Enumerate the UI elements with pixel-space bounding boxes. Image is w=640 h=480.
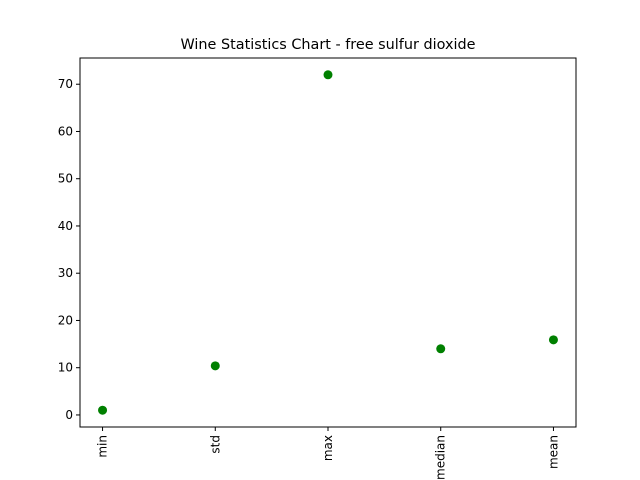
y-tick-label: 10	[58, 361, 73, 375]
x-tick-label-std: std	[208, 435, 222, 454]
y-tick-label: 30	[58, 266, 73, 280]
y-tick-label: 60	[58, 124, 73, 138]
x-tick-label-mean: mean	[546, 435, 560, 469]
y-tick-label: 20	[58, 313, 73, 327]
x-tick-label-min: min	[96, 435, 110, 458]
data-point-min	[98, 405, 108, 415]
data-point-mean	[548, 335, 558, 345]
x-tick-label-max: max	[321, 435, 335, 461]
y-tick-label: 50	[58, 172, 73, 186]
data-points	[98, 70, 558, 415]
x-axis: min std max median mean	[96, 427, 560, 480]
plot-area-frame	[79, 57, 577, 428]
chart-title: Wine Statistics Chart - free sulfur diox…	[181, 37, 476, 53]
y-tick-label: 40	[58, 219, 73, 233]
x-tick-label-median: median	[434, 435, 448, 480]
data-point-median	[436, 344, 446, 354]
y-tick-label: 70	[58, 77, 73, 91]
y-tick-label: 0	[65, 408, 73, 422]
y-axis: 0 10 20 30 40 50 60 70	[58, 77, 80, 422]
data-point-max	[323, 70, 333, 80]
data-point-std	[210, 361, 220, 371]
